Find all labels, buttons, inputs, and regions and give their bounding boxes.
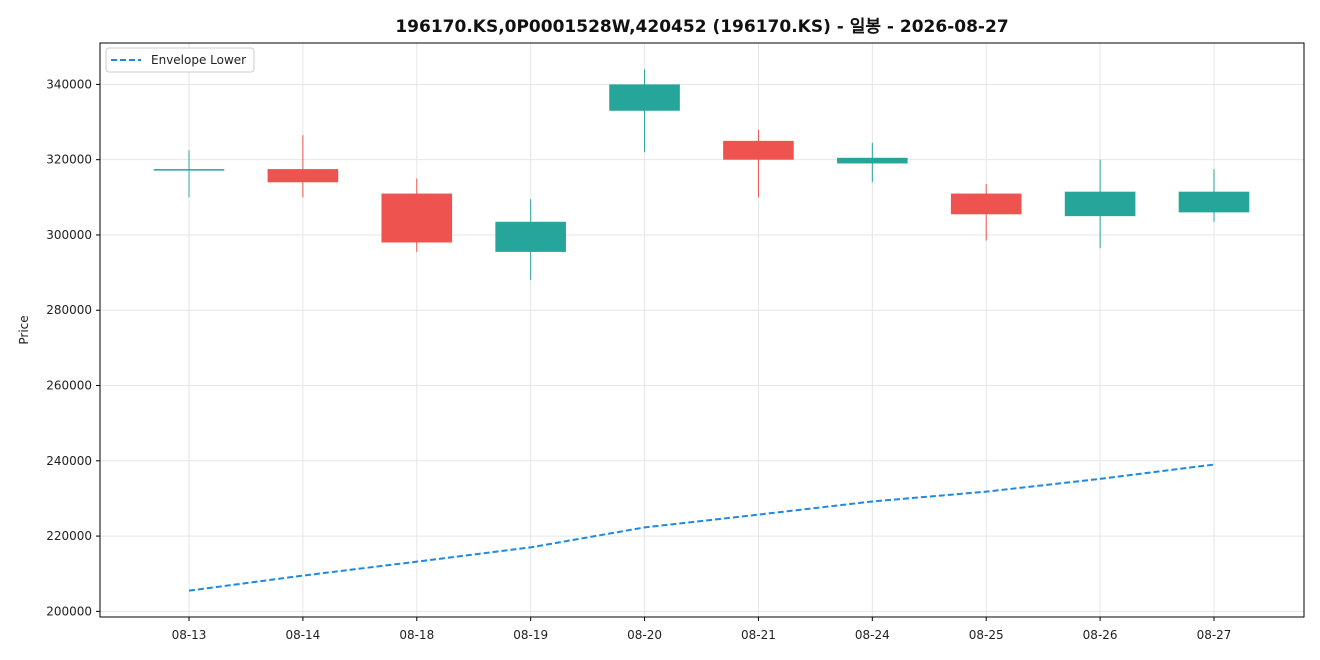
y-axis-label: Price (17, 315, 31, 344)
candle-08-20 (609, 69, 680, 153)
y-tick-label: 220000 (46, 529, 92, 543)
envelope-layer (188, 463, 1215, 592)
candle-body (267, 169, 339, 183)
candle-body (950, 193, 1022, 215)
candle-body (1178, 191, 1250, 213)
y-axis: 200000 220000 240000 260000 280000 300000 3200… (46, 77, 100, 618)
candle-body (381, 193, 453, 243)
candle-body (1064, 191, 1136, 217)
x-tick-label: 08-14 (285, 628, 320, 642)
x-tick-label: 08-20 (627, 628, 662, 642)
candle-body (609, 84, 680, 111)
y-tick-label: 300000 (46, 228, 92, 242)
candle-08-13 (153, 150, 225, 198)
x-tick-label: 08-25 (969, 628, 1004, 642)
x-axis: 08-13 08-14 08-18 08-19 08-20 08-21 08-24 08-25… (172, 617, 1232, 642)
candle-08-26 (1064, 159, 1136, 249)
y-tick-label: 320000 (46, 153, 92, 167)
x-tick-label: 08-19 (513, 628, 548, 642)
candle-08-19 (495, 199, 566, 281)
x-tick-label: 08-27 (1197, 628, 1232, 642)
candle-layer (153, 69, 1250, 281)
candle-body (495, 221, 566, 252)
candle-body (153, 169, 225, 171)
candle-body (837, 157, 908, 164)
chart-title: 196170.KS,0P0001528W,420452 (196170.KS) … (395, 17, 1008, 37)
y-tick-label: 340000 (46, 77, 92, 91)
legend-box (105, 47, 255, 73)
candle-08-21 (723, 129, 794, 198)
grid-layer (100, 43, 1304, 617)
y-tick-label: 260000 (46, 379, 92, 393)
candle-08-25 (950, 184, 1022, 241)
x-tick-label: 08-18 (399, 628, 434, 642)
legend: Envelope Lower (105, 47, 255, 73)
candle-08-18 (381, 178, 453, 252)
y-tick-label: 240000 (46, 454, 92, 468)
candle-08-14 (267, 135, 339, 198)
candle-08-24 (837, 142, 908, 183)
legend-label-envelope-lower: Envelope Lower (151, 53, 246, 67)
x-tick-label: 08-24 (855, 628, 890, 642)
x-tick-label: 08-21 (741, 628, 776, 642)
x-tick-label: 08-13 (172, 628, 207, 642)
candle-body (723, 140, 794, 160)
candle-08-27 (1178, 169, 1250, 222)
y-tick-label: 200000 (46, 604, 92, 618)
plot-frame (99, 42, 1305, 618)
x-tick-label: 08-26 (1083, 628, 1118, 642)
series-line-envelope-lower (188, 463, 1215, 592)
y-tick-label: 280000 (46, 303, 92, 317)
